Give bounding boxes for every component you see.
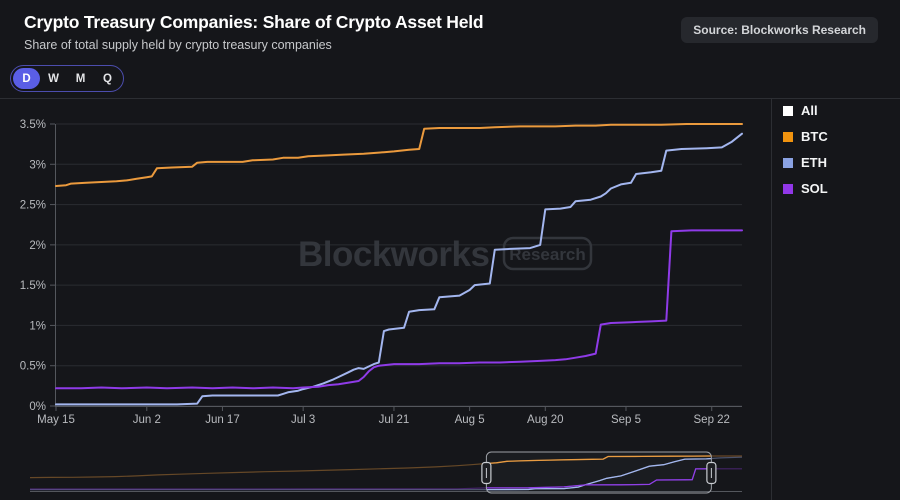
y-tick-label: 0.5%: [20, 361, 46, 373]
x-tick-label: May 15: [37, 414, 75, 426]
x-tick-label: Jul 3: [291, 414, 315, 426]
y-tick-label: 2.5%: [20, 200, 46, 212]
y-tick-label: 1%: [29, 320, 46, 332]
legend-label: SOL: [801, 181, 828, 196]
y-tick-label: 3%: [29, 159, 46, 171]
series-line-eth: [55, 132, 743, 406]
legend-item-sol[interactable]: SOL: [783, 181, 828, 196]
legend-label: All: [801, 103, 818, 118]
series-line-btc: [55, 123, 743, 187]
page-title: Crypto Treasury Companies: Share of Cryp…: [24, 12, 484, 32]
range-selector: D W M Q: [10, 65, 124, 92]
series-line-sol: [55, 229, 743, 390]
x-tick-label: Aug 20: [527, 414, 563, 426]
x-tick-label: Sep 5: [611, 414, 641, 426]
watermark-research-label: Research: [509, 245, 586, 264]
x-tick-label: Jun 17: [205, 414, 240, 426]
x-tick-label: Jul 21: [379, 414, 410, 426]
range-button-quarterly[interactable]: Q: [94, 68, 121, 89]
chart-legend: All BTC ETH SOL: [783, 103, 828, 207]
range-button-monthly[interactable]: M: [67, 68, 94, 89]
range-button-daily[interactable]: D: [13, 68, 40, 89]
watermark-research-box: [502, 236, 593, 271]
x-tick-label: Jun 2: [133, 414, 161, 426]
page-subtitle: Share of total supply held by crypto tre…: [24, 38, 332, 52]
x-tick-label: Sep 22: [694, 414, 730, 426]
legend-label: BTC: [801, 129, 828, 144]
watermark-brand: Blockworks: [298, 235, 489, 274]
chart-header: Crypto Treasury Companies: Share of Cryp…: [24, 12, 878, 52]
navigator-line-sol: [486, 468, 712, 489]
navigator-line-btc: [486, 455, 712, 465]
y-tick-label: 0%: [29, 401, 46, 413]
legend-item-all[interactable]: All: [783, 103, 828, 118]
range-button-weekly[interactable]: W: [40, 68, 67, 89]
y-tick-label: 2%: [29, 240, 46, 252]
navigator-line-eth: [486, 457, 712, 491]
navigator-brush[interactable]: [485, 451, 712, 494]
y-tick-label: 3.5%: [20, 119, 46, 131]
legend-swatch-eth: [783, 157, 793, 168]
legend-swatch-sol: [783, 183, 793, 194]
legend-item-btc[interactable]: BTC: [783, 129, 828, 144]
legend-item-eth[interactable]: ETH: [783, 155, 828, 170]
x-tick-label: Aug 5: [455, 414, 485, 426]
legend-swatch-btc: [783, 131, 793, 142]
legend-swatch-all: [783, 105, 793, 116]
source-badge: Source: Blockworks Research: [681, 17, 878, 43]
legend-label: ETH: [801, 155, 827, 170]
title-block: Crypto Treasury Companies: Share of Cryp…: [24, 12, 484, 52]
y-tick-label: 1.5%: [20, 280, 46, 292]
